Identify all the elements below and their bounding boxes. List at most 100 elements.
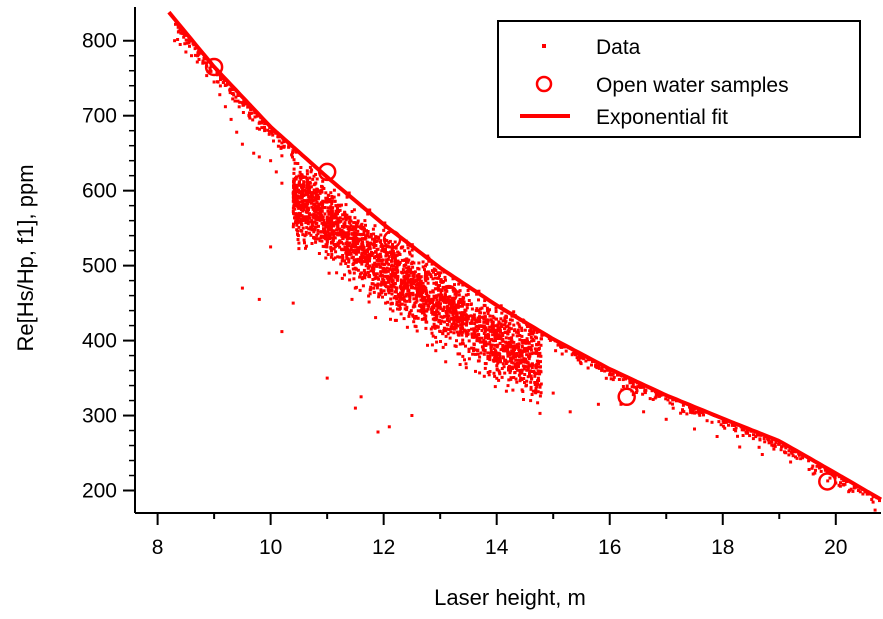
data-point [501, 339, 505, 343]
data-point [301, 233, 305, 237]
data-point [773, 443, 777, 447]
data-point [335, 207, 339, 211]
data-point [457, 293, 461, 297]
data-point [444, 294, 447, 298]
data-point [371, 269, 374, 272]
data-point [201, 61, 205, 65]
data-point [379, 233, 383, 237]
data-point [298, 176, 302, 180]
data-point [435, 314, 439, 317]
data-point [520, 339, 524, 342]
data-point [310, 205, 314, 209]
data-point [352, 271, 356, 275]
data-point [340, 248, 344, 252]
data-point [387, 425, 391, 429]
data-point [517, 342, 521, 346]
data-point [399, 295, 402, 299]
data-point [538, 383, 542, 387]
data-point [350, 245, 354, 249]
data-point [424, 320, 428, 324]
data-point [310, 191, 314, 195]
data-point [315, 225, 319, 229]
data-point [512, 310, 516, 314]
data-point [682, 410, 686, 414]
data-point [406, 277, 410, 281]
data-point [347, 229, 351, 233]
data-point [551, 391, 555, 395]
data-point [319, 230, 323, 234]
open-water-sample-marker [818, 472, 837, 491]
data-point [422, 311, 426, 315]
data-point [448, 306, 452, 310]
data-point [308, 186, 312, 190]
y-tick-label: 800 [82, 30, 117, 53]
data-point [828, 476, 832, 480]
data-point [352, 243, 356, 247]
data-point [463, 358, 466, 362]
data-point [508, 318, 512, 322]
data-point [533, 347, 537, 351]
data-point [509, 376, 513, 380]
data-point [358, 260, 362, 263]
data-point [354, 267, 358, 271]
data-point [525, 353, 529, 357]
data-point [292, 190, 296, 194]
data-point [499, 348, 503, 352]
data-point [518, 334, 522, 337]
data-point [247, 114, 251, 118]
data-point [666, 398, 670, 402]
data-point [317, 206, 321, 210]
data-point [347, 249, 351, 253]
data-point [511, 333, 515, 337]
data-point [633, 385, 637, 389]
data-point [446, 332, 450, 336]
data-point [386, 274, 389, 278]
data-point [292, 188, 296, 192]
data-point [345, 256, 349, 260]
data-point [486, 309, 490, 313]
data-point [475, 309, 479, 313]
data-point [328, 216, 332, 220]
data-point [536, 376, 540, 380]
data-point [478, 317, 482, 321]
data-point [362, 230, 366, 234]
data-point [355, 223, 359, 227]
data-point [383, 284, 387, 288]
data-point [324, 225, 328, 229]
data-point [458, 311, 462, 315]
data-point [517, 345, 520, 349]
data-point [422, 284, 426, 288]
data-point [409, 278, 413, 281]
data-point [681, 403, 685, 407]
data-point [302, 180, 306, 184]
data-point [691, 411, 695, 415]
data-point [333, 245, 337, 249]
data-point [535, 362, 539, 366]
data-point [377, 254, 381, 258]
data-point [415, 295, 419, 299]
data-point [823, 468, 827, 472]
data-point [395, 286, 399, 290]
data-point [533, 383, 537, 387]
data-point [512, 323, 516, 327]
data-point [435, 298, 439, 302]
data-point [358, 288, 362, 292]
data-point [488, 329, 492, 333]
data-point [372, 245, 376, 249]
data-point [532, 339, 536, 343]
data-point [311, 215, 315, 219]
data-point [398, 253, 402, 256]
data-point [398, 304, 402, 307]
data-point [352, 227, 356, 231]
data-point [396, 307, 399, 311]
data-point [307, 227, 311, 231]
data-point [319, 215, 323, 219]
data-point [276, 144, 280, 148]
data-point [504, 316, 508, 320]
data-point [461, 326, 465, 330]
data-point [428, 301, 432, 305]
data-point [433, 287, 437, 291]
data-point [356, 268, 360, 272]
data-point [535, 351, 539, 355]
data-point [314, 206, 318, 210]
